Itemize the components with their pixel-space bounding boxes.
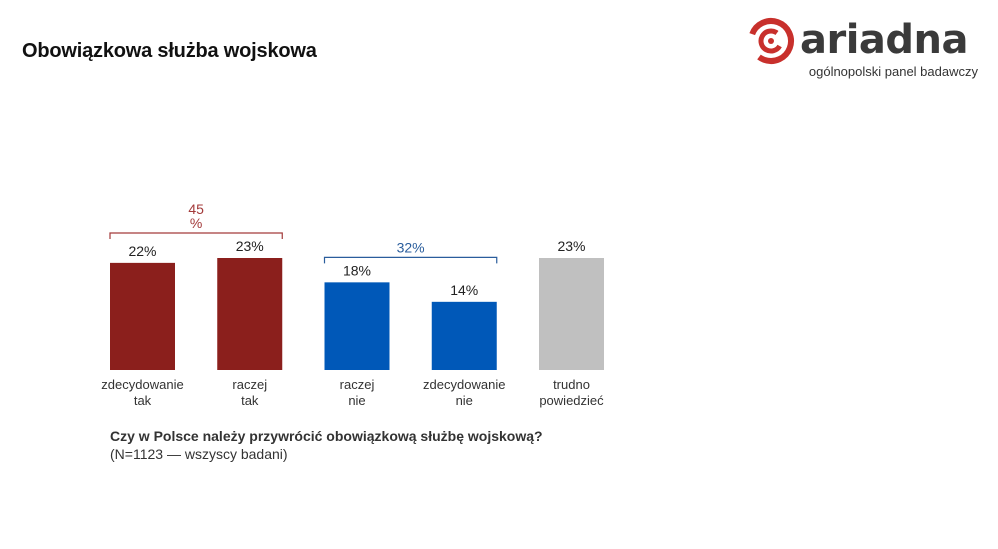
group-bracket bbox=[109, 232, 283, 239]
ariadna-logo: ariadna ogólnopolski panel badawczy bbox=[746, 16, 986, 82]
chart-question: Czy w Polsce należy przywrócić obowiązko… bbox=[110, 428, 543, 444]
bar-value-label: 22% bbox=[128, 243, 156, 259]
bar bbox=[110, 262, 175, 370]
bar-value-label: 14% bbox=[450, 282, 478, 298]
category-label: powiedzieć bbox=[539, 393, 604, 408]
chart-note: (N=1123 — wszyscy badani) bbox=[110, 446, 288, 462]
category-label: nie bbox=[456, 393, 473, 408]
page-title: Obowiązkowa służba wojskowa bbox=[22, 40, 317, 62]
category-label: tak bbox=[241, 393, 259, 408]
group-total-label: 45 bbox=[188, 201, 204, 217]
bar-value-label: 23% bbox=[557, 238, 585, 254]
ariadna-spiral-icon bbox=[748, 17, 794, 64]
category-label: raczej bbox=[232, 377, 267, 392]
category-label: raczej bbox=[340, 377, 375, 392]
category-label: trudno bbox=[553, 377, 590, 392]
bar bbox=[539, 258, 604, 370]
category-label: zdecydowanie bbox=[101, 377, 183, 392]
ariadna-wordmark: ariadna bbox=[800, 17, 969, 63]
category-label: nie bbox=[348, 393, 365, 408]
group-total-label: 32% bbox=[397, 239, 425, 255]
group-bracket bbox=[323, 256, 498, 264]
bar bbox=[431, 301, 497, 370]
category-label: tak bbox=[134, 393, 152, 408]
bar-value-label: 23% bbox=[236, 238, 264, 254]
bar bbox=[324, 282, 390, 370]
group-total-label: % bbox=[190, 215, 202, 231]
bar bbox=[217, 258, 283, 370]
bar-value-label: 18% bbox=[343, 262, 371, 278]
category-label: zdecydowanie bbox=[423, 377, 505, 392]
logo-tagline: ogólnopolski panel badawczy bbox=[808, 64, 978, 79]
